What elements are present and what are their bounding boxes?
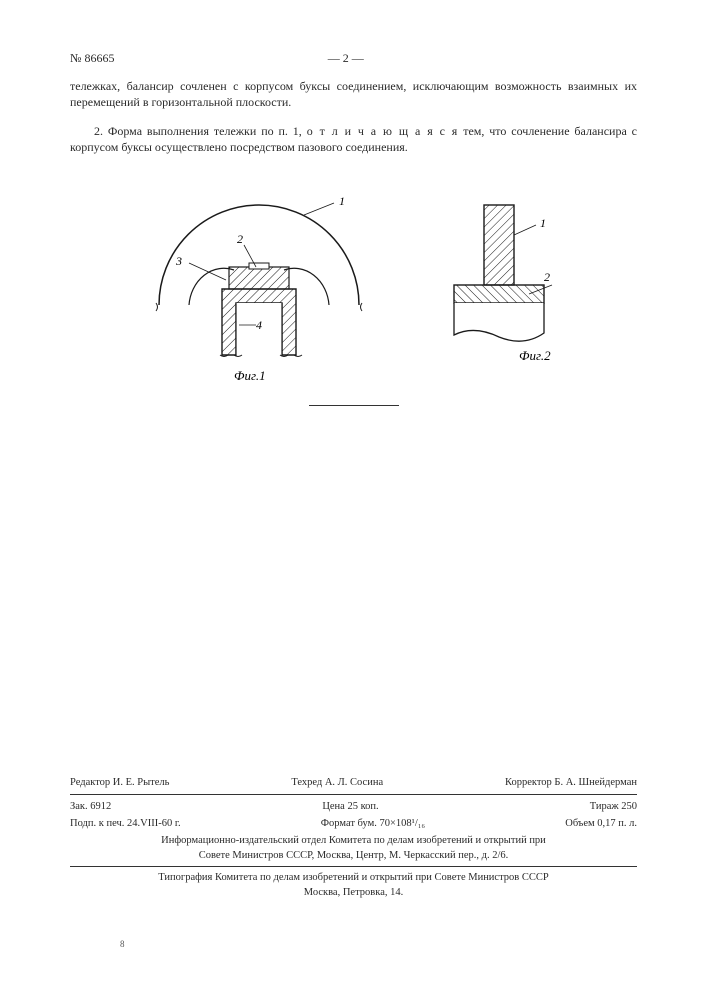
doc-number: № 86665	[70, 50, 114, 66]
figures-block: 1 2 3 4 Фиг.1	[70, 185, 637, 385]
fig1-label-3: 3	[175, 254, 182, 268]
page-marker: — 2 —	[328, 50, 364, 66]
figures-separator	[309, 405, 399, 406]
footer-row-print: Подп. к печ. 24.VIII-60 г. Формат бум. 7…	[70, 815, 637, 832]
colophon: Редактор И. Е. Рытель Техред А. Л. Сосин…	[70, 774, 637, 900]
p2-emph: о т л и ч а ю щ а я с я	[307, 124, 459, 138]
patent-page: № 86665 — 2 — тележках, балансир сочлене…	[0, 0, 707, 1000]
footer-row-order: Зак. 6912 Цена 25 коп. Тираж 250	[70, 798, 637, 815]
footer-rule-2	[70, 866, 637, 867]
volume: Объем 0,17 п. л.	[565, 817, 637, 830]
price: Цена 25 коп.	[322, 800, 378, 813]
print-date: Подп. к печ. 24.VIII-60 г.	[70, 817, 181, 830]
figure-1-svg: 1 2 3 4 Фиг.1	[134, 185, 384, 385]
fig1-label-2: 2	[237, 232, 243, 246]
order-no: Зак. 6912	[70, 800, 111, 813]
footer-row-credits: Редактор И. Е. Рытель Техред А. Л. Сосин…	[70, 774, 637, 791]
circulation: Тираж 250	[590, 800, 637, 813]
typography-line-1: Типография Комитета по делам изобретений…	[70, 870, 637, 885]
figure-2: 1 2 Фиг.2	[424, 185, 574, 385]
paragraph-1: тележках, балансир сочленен с корпусом б…	[70, 78, 637, 110]
typography-line-2: Москва, Петровка, 14.	[70, 885, 637, 900]
fig1-caption: Фиг.1	[234, 368, 266, 383]
figure-2-svg: 1 2 Фиг.2	[424, 185, 574, 385]
page-header: № 86665 — 2 —	[70, 50, 637, 66]
tech-editor: Техред А. Л. Сосина	[291, 776, 383, 789]
fig2-caption: Фиг.2	[519, 348, 551, 363]
fig1-label-1: 1	[339, 194, 345, 208]
fig2-label-1: 1	[540, 216, 546, 230]
editor: Редактор И. Е. Рытель	[70, 776, 169, 789]
corrector: Корректор Б. А. Шнейдерман	[505, 776, 637, 789]
publisher-line-1: Информационно-издательский отдел Комитет…	[70, 833, 637, 848]
footer-rule-1	[70, 794, 637, 795]
paragraph-2: 2. Форма выполнения тележки по п. 1, о т…	[70, 123, 637, 155]
fig2-label-2: 2	[544, 270, 550, 284]
paper-format: Формат бум. 70×108¹/₁₆	[321, 817, 425, 830]
p2-lead: 2. Форма выполнения тележки по п. 1,	[94, 124, 307, 138]
fig1-label-4: 4	[256, 318, 262, 332]
figure-1: 1 2 3 4 Фиг.1	[134, 185, 384, 385]
header-spacer	[577, 50, 637, 66]
publisher-line-2: Совете Министров СССР, Москва, Центр, М.…	[70, 848, 637, 863]
page-small-number: 8	[120, 938, 125, 950]
